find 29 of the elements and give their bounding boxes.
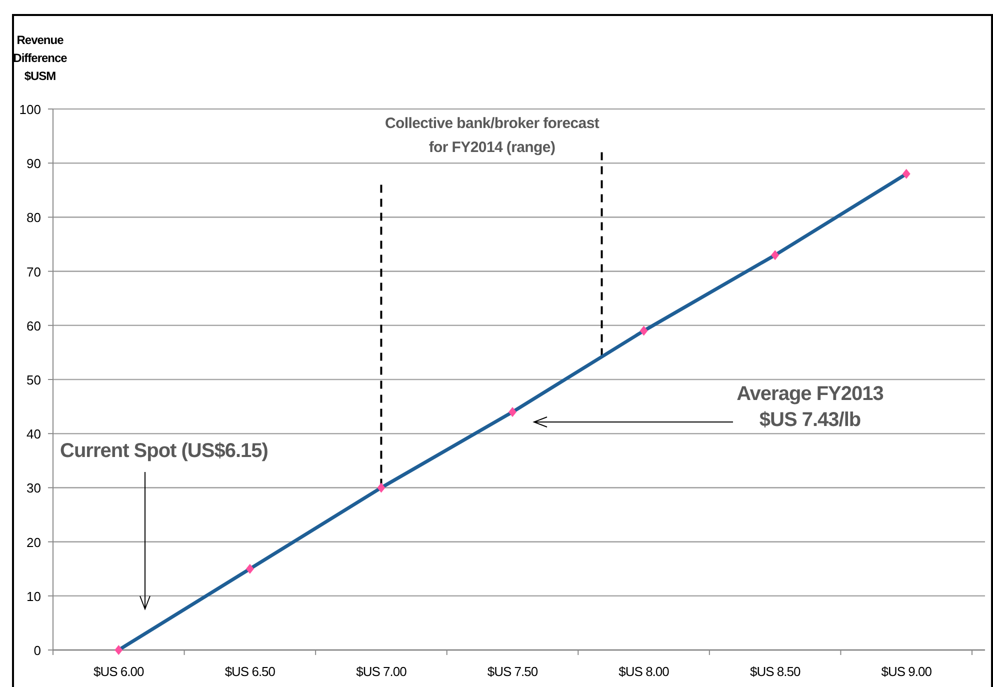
point — [377, 482, 386, 493]
point — [771, 250, 780, 260]
y-tick-label: 60 — [26, 318, 41, 334]
y-axis-title: Revenue Difference $USM — [13, 33, 68, 83]
x-tick-label: $US 9.00 — [881, 664, 932, 679]
point — [902, 168, 910, 179]
point — [246, 564, 254, 574]
y-tick-label: 10 — [26, 588, 41, 604]
y-tick-label: 70 — [26, 264, 41, 280]
y-tick-label: 20 — [26, 534, 41, 550]
point — [508, 406, 516, 417]
y-tick-label: 30 — [26, 480, 41, 496]
annotation: Collective bank/broker forecast for FY2014 (range) — [384, 115, 600, 156]
y-tick-label: 100 — [19, 102, 41, 117]
x-tick-label: $US 7.00 — [356, 664, 407, 679]
y-tick-label: 40 — [26, 426, 41, 442]
annotation: Current Spot (US$6.15) — [60, 440, 268, 462]
y-tick-label: 50 — [26, 372, 41, 388]
x-tick-label: $US 6.50 — [224, 664, 276, 679]
point — [640, 326, 648, 336]
y-tick-label: 80 — [26, 210, 41, 226]
x-tick-label: $US 8.00 — [618, 664, 670, 679]
x-tick-label: $US 7.50 — [487, 664, 538, 679]
x-tick-label: $US 6.00 — [94, 664, 144, 679]
annotation: Average FY2013 $US 7.43/lb — [736, 383, 884, 431]
y-tick-label: 0 — [34, 643, 41, 658]
point — [114, 645, 123, 655]
y-tick-label: 90 — [26, 156, 41, 172]
x-tick-label: $US 8.50 — [750, 664, 800, 679]
